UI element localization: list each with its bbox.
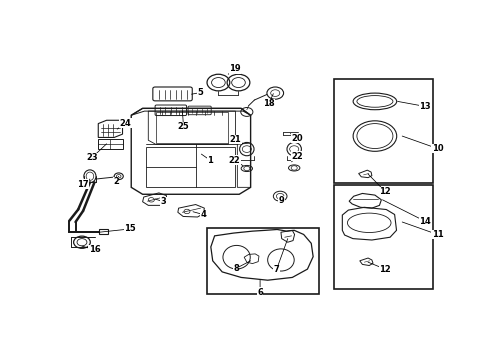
Text: 22: 22 <box>228 156 240 165</box>
Text: 15: 15 <box>124 224 136 233</box>
Text: 22: 22 <box>291 152 303 161</box>
Text: 6: 6 <box>257 288 263 297</box>
Text: 19: 19 <box>228 64 240 73</box>
Text: 23: 23 <box>86 153 98 162</box>
Text: 10: 10 <box>431 144 442 153</box>
Text: 18: 18 <box>263 99 274 108</box>
Bar <box>99 229 108 234</box>
Text: 21: 21 <box>229 135 241 144</box>
Text: 3: 3 <box>160 197 166 206</box>
Text: 12: 12 <box>379 265 390 274</box>
Bar <box>146 147 235 187</box>
Text: 13: 13 <box>418 102 430 111</box>
Text: 17: 17 <box>77 180 89 189</box>
Text: 16: 16 <box>88 245 100 254</box>
Text: 9: 9 <box>278 196 284 205</box>
Bar <box>333 79 432 183</box>
Text: 24: 24 <box>120 118 131 127</box>
Text: 2: 2 <box>113 177 119 186</box>
Bar <box>206 228 318 294</box>
Text: 25: 25 <box>177 122 189 131</box>
Text: 12: 12 <box>379 187 390 196</box>
Text: 14: 14 <box>418 217 430 226</box>
Text: 7: 7 <box>273 265 279 274</box>
Text: 20: 20 <box>291 134 303 143</box>
Text: 8: 8 <box>233 264 239 273</box>
Text: 5: 5 <box>197 88 203 97</box>
Text: 4: 4 <box>200 210 206 219</box>
Text: 11: 11 <box>431 230 443 239</box>
Bar <box>333 185 432 288</box>
Text: 1: 1 <box>207 156 213 165</box>
